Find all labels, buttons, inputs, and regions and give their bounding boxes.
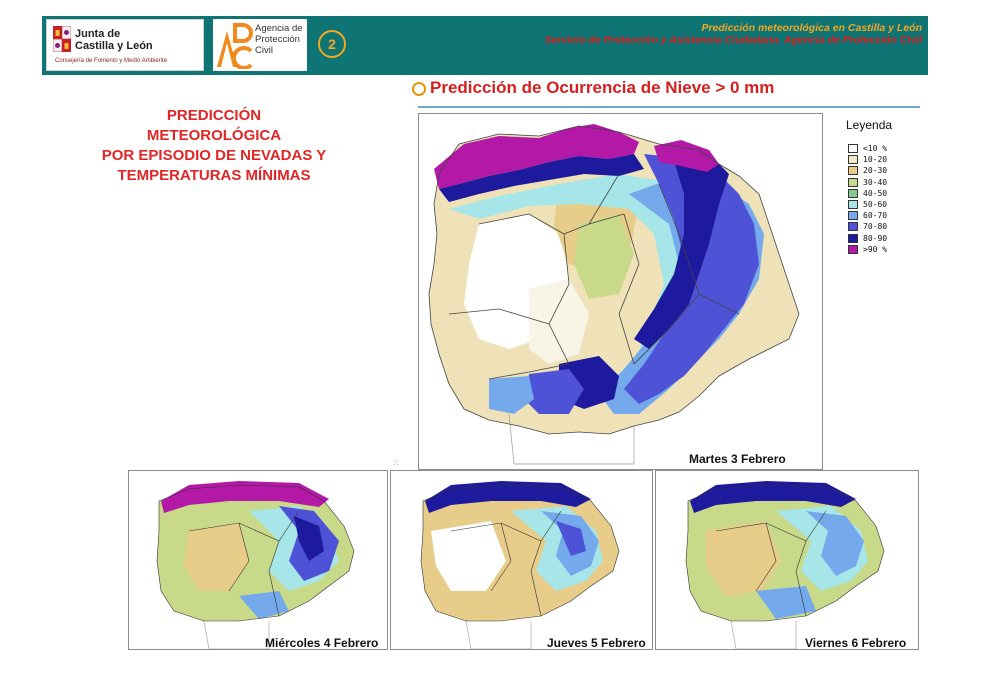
small-map-wednesday <box>128 470 388 650</box>
legend-item: 80-90 <box>848 233 888 244</box>
legend-title: Leyenda <box>846 118 893 132</box>
jcyl-name-line2: Castilla y León <box>75 40 153 52</box>
legend-label: 30-40 <box>863 177 888 187</box>
resize-handle-icon: ⁙ <box>392 458 400 468</box>
apc-text: Agencia de Protección Civil <box>255 23 303 56</box>
jcyl-name-line1: Junta de <box>75 28 121 40</box>
legend-label: >90 % <box>863 244 888 254</box>
circle-bullet-icon <box>412 82 426 96</box>
legend-label: 80-90 <box>863 233 888 243</box>
legend-swatch <box>848 144 858 153</box>
legend-item: 50-60 <box>848 200 887 210</box>
page-number-badge: 2 <box>318 30 346 58</box>
left-heading-line1: PREDICCIÓN <box>166 107 262 124</box>
main-map-graphic <box>428 124 800 465</box>
legend-swatch <box>848 155 858 165</box>
header-bar: Junta de Castilla y León Consejería de F… <box>42 16 928 75</box>
legend-item: 10-20 <box>848 155 887 165</box>
castle-lion-shield-icon <box>53 26 71 52</box>
legend-swatch <box>848 211 858 221</box>
legend-swatch <box>848 177 858 187</box>
agencia-proteccion-civil-logo: Agencia de Protección Civil <box>213 19 307 71</box>
legend-item: <10 % <box>848 144 887 154</box>
legend-label: <10 % <box>863 144 888 153</box>
small-map-thursday <box>390 470 653 650</box>
legend-swatch <box>848 233 858 243</box>
slide-title: Predicción de Ocurrencia de Nieve > 0 mm <box>430 78 775 97</box>
header-subtitle-1: Predicción meteorológica en Castilla y L… <box>701 22 922 34</box>
junta-castilla-leon-logo: Junta de Castilla y León Consejería de F… <box>46 19 204 71</box>
legend-label: 20-30 <box>863 166 888 176</box>
small-map-caption-1: Miércoles 4 Febrero <box>265 636 379 650</box>
legend-label: 40-50 <box>863 188 888 198</box>
small-map-caption-3: Viernes 6 Febrero <box>805 636 907 650</box>
legend-swatch <box>848 222 858 232</box>
legend-swatch <box>848 200 858 209</box>
small-map-friday <box>655 470 919 650</box>
main-snow-probability-map <box>418 113 823 470</box>
legend-item: >90 % <box>848 244 888 255</box>
legend-label: 60-70 <box>863 211 888 221</box>
header-subtitle-2: Servicio de Protección y Asistencia Ciud… <box>544 34 922 46</box>
small-map-caption-2: Jueves 5 Febrero <box>547 636 646 650</box>
legend-item: 60-70 <box>848 211 887 221</box>
legend-item: 40-50 <box>848 188 888 199</box>
legend-item: 30-40 <box>848 177 888 188</box>
title-divider <box>418 106 920 108</box>
header-right-text: Predicción meteorológica en Castilla y L… <box>545 22 922 46</box>
legend-item: 20-30 <box>848 166 887 176</box>
legend-swatch <box>848 188 858 198</box>
legend-label: 50-60 <box>863 200 888 209</box>
legend-label: 70-80 <box>863 222 888 232</box>
left-heading-line3: POR EPISODIO DE NEVADAS Y <box>101 147 327 164</box>
apc-letters-icon <box>217 23 253 69</box>
left-heading: PREDICCIÓN METEOROLÓGICA POR EPISODIO DE… <box>30 106 398 186</box>
jcyl-department: Consejería de Fomento y Medio Ambiente <box>55 58 168 64</box>
legend-swatch <box>848 166 858 176</box>
legend-label: 10-20 <box>863 155 888 165</box>
legend-item: 70-80 <box>848 222 887 232</box>
left-heading-line2: METEOROLÓGICA <box>146 127 282 144</box>
main-map-caption: Martes 3 Febrero <box>689 452 786 466</box>
left-heading-line4: TEMPERATURAS MÍNIMAS <box>117 167 311 184</box>
legend-swatch <box>848 244 858 254</box>
